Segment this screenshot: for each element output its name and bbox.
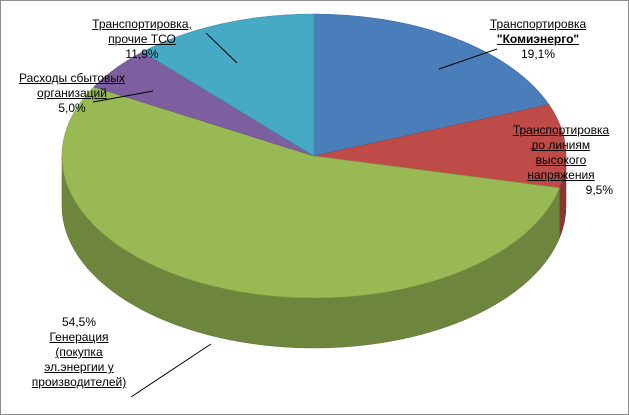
label-generation-line4: производителей) [31,375,127,389]
label-generation-line1: Генерация [49,330,109,344]
pie-tops [61,13,567,299]
label-komienergo-line2: "Комиэнерго" [496,32,580,46]
label-sales-expenses: Расходы сбытовых организаций 5,0% [3,71,141,116]
pie-slice-1 [313,104,567,189]
label-komienergo-line1: Транспортировка [489,17,587,31]
pie-slice-0 [313,13,550,157]
label-sales-expenses-line1: Расходы сбытовых [18,71,126,85]
label-high-voltage: Транспортировка по линиям высокого напря… [501,123,621,198]
label-sales-expenses-value: 5,0% [58,101,86,115]
pie-slice-4 [142,13,315,157]
label-high-voltage-line4: напряжения [527,168,595,182]
label-high-voltage-value: 9,5% [585,183,613,197]
label-sales-expenses-line2: организаций [37,86,107,100]
label-other-tso-line1: Транспортировка, [92,17,192,31]
label-other-tso: Транспортировка, прочие ТСО 11,9% [77,17,207,62]
label-generation-line2: (покупка [55,345,103,359]
leader-lines [92,32,536,398]
label-generation-value: 54,5% [61,315,97,329]
leader-line-0 [438,48,498,70]
leader-line-4 [205,32,238,64]
label-high-voltage-line3: высокого [535,153,587,167]
label-komienergo-value: 19,1% [520,47,556,61]
pie-slice-2 [61,86,561,299]
label-komienergo: Транспортировка "Комиэнерго" 19,1% [469,17,607,62]
leader-line-2 [130,343,212,398]
label-generation-line3: эл.энергии у [44,360,114,374]
label-high-voltage-line1: Транспортировка [512,123,610,137]
label-other-tso-value: 11,9% [125,47,159,61]
label-high-voltage-line2: по линиям [531,138,591,152]
leader-line-3 [92,90,154,103]
label-generation: 54,5% Генерация (покупка эл.энергии у пр… [15,315,143,390]
label-other-tso-line2: прочие ТСО [108,32,176,46]
